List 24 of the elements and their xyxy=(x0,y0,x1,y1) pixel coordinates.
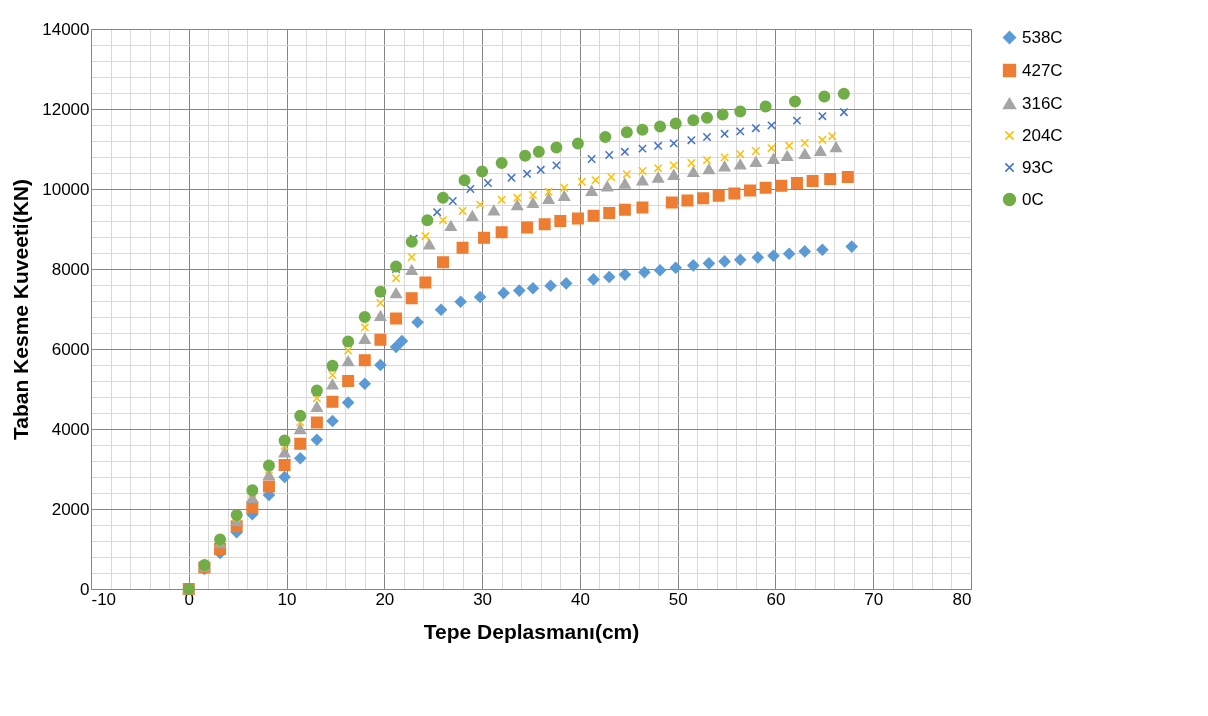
legend-label: 93C xyxy=(1022,157,1054,177)
legend-label: 538C xyxy=(1022,27,1063,47)
legend-label: 0C xyxy=(1022,189,1044,209)
y-tick-label: 8000 xyxy=(51,259,90,279)
y-tick-label: 6000 xyxy=(51,339,90,359)
y-axis-title: Taban Kesme Kuveeti(KN) xyxy=(9,178,33,441)
y-tick-label: 12000 xyxy=(42,99,90,119)
legend-label: 427C xyxy=(1022,60,1063,80)
y-tick-label: 14000 xyxy=(42,19,90,39)
x-tick-label: 50 xyxy=(668,589,688,609)
x-tick-label: 70 xyxy=(864,589,884,609)
legend-label: 316C xyxy=(1022,93,1063,113)
legend-label: 204C xyxy=(1022,125,1063,145)
x-tick-label: 80 xyxy=(952,589,972,609)
x-tick-label: -10 xyxy=(91,589,117,609)
y-tick-label: 10000 xyxy=(42,179,90,199)
x-tick-label: 30 xyxy=(473,589,493,609)
x-tick-label: 10 xyxy=(277,589,297,609)
x-tick-label: 40 xyxy=(570,589,590,609)
x-tick-label: 60 xyxy=(766,589,786,609)
x-tick-label: 20 xyxy=(375,589,395,609)
y-tick-label: 4000 xyxy=(51,419,90,439)
y-tick-label: 2000 xyxy=(51,499,90,519)
x-axis-title: Tepe Deplasmanı(cm) xyxy=(423,619,640,643)
